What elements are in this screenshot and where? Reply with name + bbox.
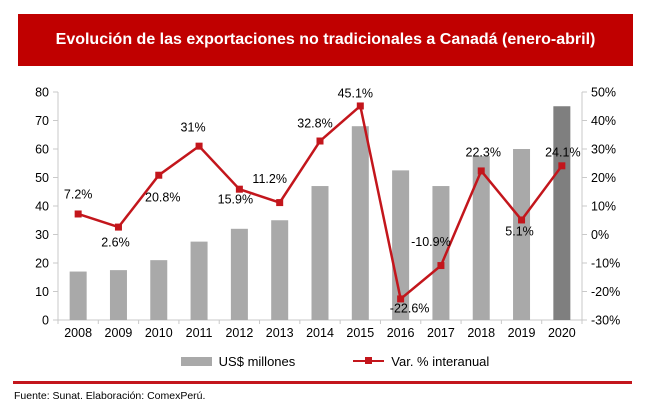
bar-2018 xyxy=(472,156,490,320)
line-marker-2017 xyxy=(437,262,445,270)
data-label-2019: 5.1% xyxy=(505,224,534,238)
data-label-2018: 22.3% xyxy=(466,145,501,159)
left-axis-tick-label: 60 xyxy=(35,143,49,157)
right-axis-tick-label: -20% xyxy=(591,285,620,299)
line-marker-2010 xyxy=(155,171,163,179)
x-axis-year-label: 2014 xyxy=(306,326,334,340)
data-label-2015: 45.1% xyxy=(338,86,373,100)
data-label-2008: 7.2% xyxy=(64,187,93,201)
line-series-swatch xyxy=(353,357,385,366)
line-marker-2014 xyxy=(316,137,324,145)
legend: US$ millones Var. % interanual xyxy=(0,351,670,371)
legend-item-bars: US$ millones xyxy=(180,353,296,369)
data-label-2017: -10.9% xyxy=(411,235,451,249)
chart-title: Evolución de las exportaciones no tradic… xyxy=(55,31,596,48)
line-marker-2012 xyxy=(235,185,243,193)
data-label-2016: -22.6% xyxy=(390,301,430,315)
right-axis-tick-label: -10% xyxy=(591,257,620,271)
x-axis-year-label: 2019 xyxy=(508,326,536,340)
left-axis-tick-label: 40 xyxy=(35,200,49,214)
data-label-2011: 31% xyxy=(181,121,206,135)
bar-2014 xyxy=(311,186,329,320)
x-axis-year-label: 2008 xyxy=(64,326,92,340)
data-label-2009: 2.6% xyxy=(101,236,130,250)
right-axis-tick-label: 10% xyxy=(591,200,616,214)
line-marker-2009 xyxy=(114,223,122,231)
bar-2011 xyxy=(190,241,208,320)
data-label-2012: 15.9% xyxy=(218,193,253,207)
bar-2017 xyxy=(432,186,450,320)
x-axis-year-label: 2013 xyxy=(266,326,294,340)
left-axis-tick-label: 0 xyxy=(42,314,49,328)
line-marker-2011 xyxy=(195,142,203,150)
data-label-2020: 24.1% xyxy=(545,145,580,159)
bar-2013 xyxy=(271,220,289,320)
legend-item-line: Var. % interanual xyxy=(353,354,489,369)
bar-2019 xyxy=(513,149,531,320)
data-label-2013: 11.2% xyxy=(252,172,287,186)
line-marker-2015 xyxy=(356,102,364,110)
x-axis-year-label: 2020 xyxy=(548,326,576,340)
bar-2012 xyxy=(230,228,248,320)
right-axis-tick-label: 50% xyxy=(591,86,616,100)
bar-2009 xyxy=(109,270,127,320)
legend-label-bars: US$ millones xyxy=(218,353,296,369)
bar-2015 xyxy=(351,126,369,320)
line-marker-2018 xyxy=(477,167,485,175)
right-axis-tick-label: 30% xyxy=(591,143,616,157)
right-axis-tick-label: -30% xyxy=(591,314,620,328)
left-axis-tick-label: 70 xyxy=(35,114,49,128)
legend-label-line: Var. % interanual xyxy=(391,353,490,369)
combo-chart: 0 10 20 30 40 50 60 70 80 -30% -20% -10% 0% 10% 20% 30%… xyxy=(35,86,620,341)
data-label-2014: 32.8% xyxy=(297,117,332,131)
x-axis-year-label: 2009 xyxy=(105,326,133,340)
left-axis-tick-label: 10 xyxy=(35,285,49,299)
data-label-2010: 20.8% xyxy=(145,191,180,205)
left-axis-tick-label: 50 xyxy=(35,171,49,185)
line-marker-2008 xyxy=(74,210,82,218)
line-marker-2013 xyxy=(276,199,284,207)
x-axis-year-label: 2017 xyxy=(427,326,455,340)
x-axis-year-label: 2011 xyxy=(186,326,213,340)
x-axis-year-label: 2016 xyxy=(387,326,415,340)
line-marker-2019 xyxy=(518,216,526,224)
bar-2010 xyxy=(150,260,168,320)
right-axis-tick-label: 0% xyxy=(591,228,609,242)
right-axis-tick-label: 40% xyxy=(591,114,616,128)
right-axis-tick-label: 20% xyxy=(591,171,616,185)
bar-series-swatch xyxy=(180,356,212,366)
x-axis-year-label: 2018 xyxy=(467,326,495,340)
line-marker-2016 xyxy=(397,295,405,303)
left-axis-tick-label: 80 xyxy=(35,86,49,100)
left-axis-tick-label: 30 xyxy=(35,228,49,242)
left-axis-tick-label: 20 xyxy=(35,257,49,271)
title-banner: Evolución de las exportaciones no tradic… xyxy=(18,14,633,66)
red-divider-line xyxy=(13,381,632,384)
line-marker-2020 xyxy=(558,162,566,170)
source-note: Fuente: Sunat. Elaboración: ComexPerú. xyxy=(14,390,206,402)
line-swatch-marker xyxy=(365,357,373,364)
x-axis-year-label: 2010 xyxy=(145,326,173,340)
bar-2008 xyxy=(69,271,87,320)
x-axis-year-label: 2015 xyxy=(346,326,374,340)
x-axis-year-label: 2012 xyxy=(225,326,253,340)
bar-2020 xyxy=(553,106,571,320)
